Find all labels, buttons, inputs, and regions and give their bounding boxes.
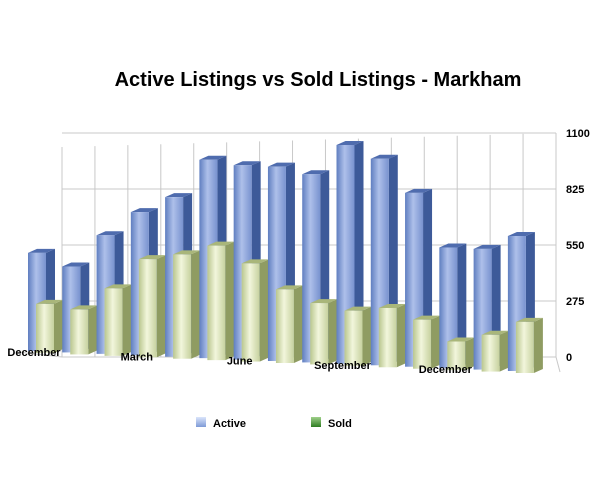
legend-swatch-sold <box>311 417 321 427</box>
x-tick-label: March <box>121 351 154 363</box>
bar-sold <box>138 255 166 358</box>
bar-sold <box>413 315 441 369</box>
x-tick-label: September <box>314 360 372 372</box>
legend: Active Sold <box>196 417 352 430</box>
bar-sold <box>447 337 475 371</box>
legend-label-active: Active <box>213 418 246 430</box>
x-tick-label: December <box>419 364 473 376</box>
bar-active <box>439 243 467 369</box>
bar-sold <box>241 259 269 362</box>
legend-label-sold: Sold <box>328 418 352 430</box>
x-tick-label: June <box>227 356 253 368</box>
legend-swatch-active <box>196 417 206 427</box>
chart-title: Active Listings vs Sold Listings - Markh… <box>115 69 522 91</box>
bar-sold <box>104 284 132 356</box>
bar-sold <box>207 241 235 361</box>
y-tick-label: 550 <box>566 240 584 252</box>
bar-sold <box>70 305 98 355</box>
y-tick-label: 275 <box>566 296 584 308</box>
bar-sold <box>378 303 406 368</box>
bar-sold <box>344 306 372 366</box>
bar-sold <box>481 330 509 372</box>
bar-sold <box>275 285 303 363</box>
x-tick-label: December <box>7 347 61 359</box>
bars <box>28 140 543 373</box>
y-tick-label: 825 <box>566 184 584 196</box>
y-tick-label: 0 <box>566 352 572 364</box>
bar-sold <box>36 299 63 353</box>
x-axis-ticks: December March June September December <box>7 347 472 376</box>
y-tick-label: 1100 <box>566 128 590 140</box>
y-axis-ticks: 1100 825 550 275 0 <box>566 128 590 364</box>
bar-sold <box>515 317 543 373</box>
bar-sold <box>173 250 201 359</box>
bar-sold <box>310 299 338 365</box>
